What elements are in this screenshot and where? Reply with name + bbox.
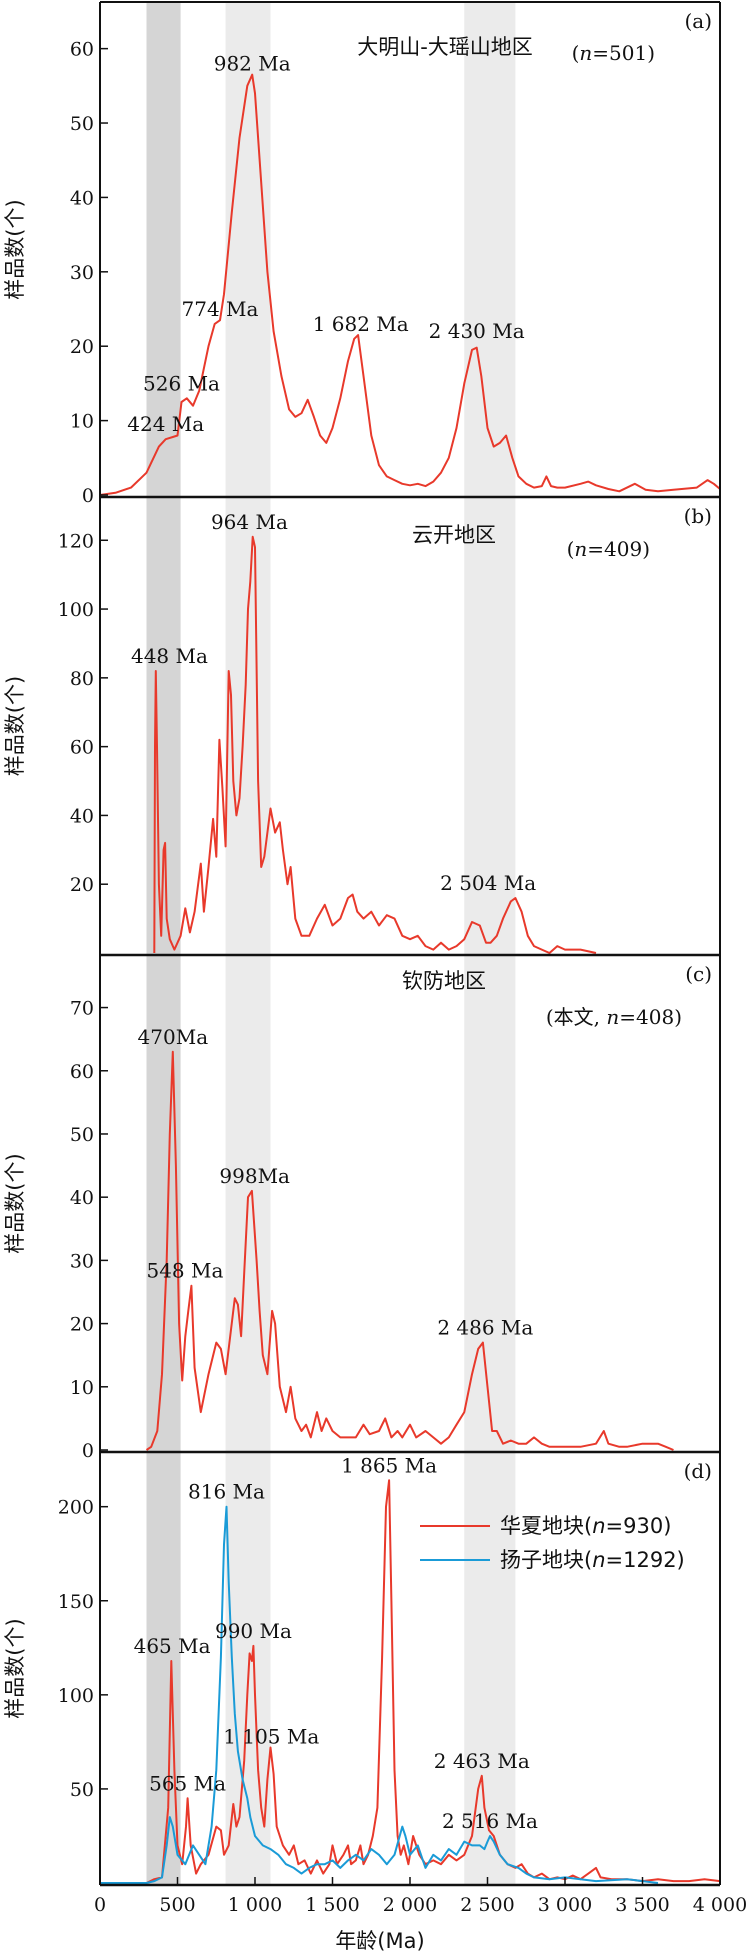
panel-d-peak-label: 1 105 Ma	[223, 1724, 319, 1748]
panel-d-peak-label: 2 516 Ma	[442, 1809, 538, 1833]
panel-d-y-tick-label: 200	[58, 1497, 94, 1519]
x-tick-label: 2 000	[383, 1894, 437, 1916]
panel-b-letter: (b)	[684, 504, 712, 528]
panel-b-y-tick-label: 100	[58, 599, 94, 621]
panel-d-series-line-2	[100, 1505, 659, 1884]
panel-a-peak-label: 982 Ma	[214, 51, 291, 75]
panel-c-peak-label: 548 Ma	[146, 1259, 223, 1283]
panel-b-peak-label: 2 504 Ma	[440, 871, 536, 895]
panel-a-title: 大明山-大瑶山地区	[357, 35, 533, 59]
panel-c-y-tick-label: 10	[70, 1377, 94, 1399]
panel-d-series-line-1	[100, 1479, 721, 1884]
panel-c-title: 钦防地区	[402, 969, 486, 993]
panel-b-title: 云开地区	[412, 523, 496, 547]
panel-c-y-tick-label: 50	[70, 1124, 94, 1146]
panel-a-series-line-1	[99, 73, 721, 496]
panel-b-y-tick-label: 120	[58, 530, 94, 552]
panel-c-y-tick-label: 40	[70, 1187, 94, 1209]
panel-c-peak-label: 470Ma	[138, 1025, 209, 1049]
panel-d-letter: (d)	[684, 1459, 712, 1483]
panel-c-y-tick-label: 60	[70, 1061, 94, 1083]
panel-c-peak-label: 998Ma	[219, 1164, 290, 1188]
panel-b-peak-label: 448 Ma	[131, 644, 208, 668]
panel-a-y-tick-label: 0	[82, 485, 94, 507]
x-tick-label: 0	[94, 1894, 106, 1916]
x-tick-label: 4 000	[693, 1894, 747, 1916]
panel-a-peak-label: 2 430 Ma	[429, 319, 525, 343]
panel-d-peak-label: 1 865 Ma	[341, 1453, 437, 1477]
x-tick-label: 3 500	[615, 1894, 669, 1916]
panel-b-y-tick-label: 40	[70, 805, 94, 827]
panel-d-peak-label: 816 Ma	[188, 1480, 265, 1504]
panel-a-y-tick-label: 30	[70, 262, 94, 284]
x-tick-label: 3 000	[538, 1894, 592, 1916]
panel-b-y-tick-label: 80	[70, 668, 94, 690]
panel-b-series-line-1	[153, 535, 597, 954]
panel-a-peak-label: 424 Ma	[127, 412, 204, 436]
panel-a-sample-count: (n=501)	[572, 41, 655, 65]
panel-d-peak-label: 2 463 Ma	[434, 1749, 530, 1773]
panel-a-peak-label: 526 Ma	[143, 371, 220, 395]
panel-a-y-tick-label: 40	[70, 187, 94, 209]
x-tick-label: 1 000	[228, 1894, 282, 1916]
panel-a-y-tick-label: 10	[70, 411, 94, 433]
panel-b-peak-label: 964 Ma	[211, 510, 288, 534]
panel-d-peak-label: 990 Ma	[215, 1619, 292, 1643]
panel-d-peak-label: 565 Ma	[149, 1771, 226, 1795]
panel-c-y-tick-label: 0	[82, 1440, 94, 1462]
panel-c-sample-count: (本文, n=408)	[546, 1005, 682, 1029]
panel-c-letter: (c)	[685, 962, 712, 986]
panel-a-y-axis-label: 样品数(个)	[3, 199, 27, 299]
panel-d-y-tick-label: 150	[58, 1591, 94, 1613]
x-tick-label: 500	[159, 1894, 195, 1916]
panel-d-legend-label-1: 华夏地块(n=930)	[500, 1514, 671, 1538]
shaded-band-2	[225, 2, 271, 1885]
panel-c-y-axis-label: 样品数(个)	[3, 1153, 27, 1253]
panel-c-y-tick-label: 70	[70, 998, 94, 1020]
panel-b-y-axis-label: 样品数(个)	[3, 676, 27, 776]
x-axis-label: 年龄(Ma)	[335, 1929, 424, 1953]
panel-d-y-tick-label: 100	[58, 1685, 94, 1707]
panel-a-peak-label: 774 Ma	[182, 297, 259, 321]
panel-d-peak-label: 465 Ma	[134, 1634, 211, 1658]
panel-d-y-axis-label: 样品数(个)	[3, 1618, 27, 1718]
panel-c-y-tick-label: 30	[70, 1250, 94, 1272]
panel-a-peak-label: 1 682 Ma	[313, 312, 409, 336]
panel-a-y-tick-label: 20	[70, 336, 94, 358]
panel-d-legend-label-2: 扬子地块(n=1292)	[500, 1548, 685, 1572]
panel-c-peak-label: 2 486 Ma	[437, 1316, 533, 1340]
panel-d-y-tick-label: 50	[70, 1779, 94, 1801]
panel-c-y-tick-label: 20	[70, 1314, 94, 1336]
panel-a-letter: (a)	[684, 9, 712, 33]
x-tick-label: 2 500	[460, 1894, 514, 1916]
shaded-band-1	[146, 2, 181, 1885]
panel-a-y-tick-label: 60	[70, 39, 94, 61]
panel-b-y-tick-label: 60	[70, 737, 94, 759]
x-tick-label: 1 500	[305, 1894, 359, 1916]
panel-b-y-tick-label: 20	[70, 874, 94, 896]
panel-a-y-tick-label: 50	[70, 113, 94, 135]
panel-b-sample-count: (n=409)	[567, 537, 650, 561]
panel-c-series-line-1	[145, 1050, 674, 1451]
